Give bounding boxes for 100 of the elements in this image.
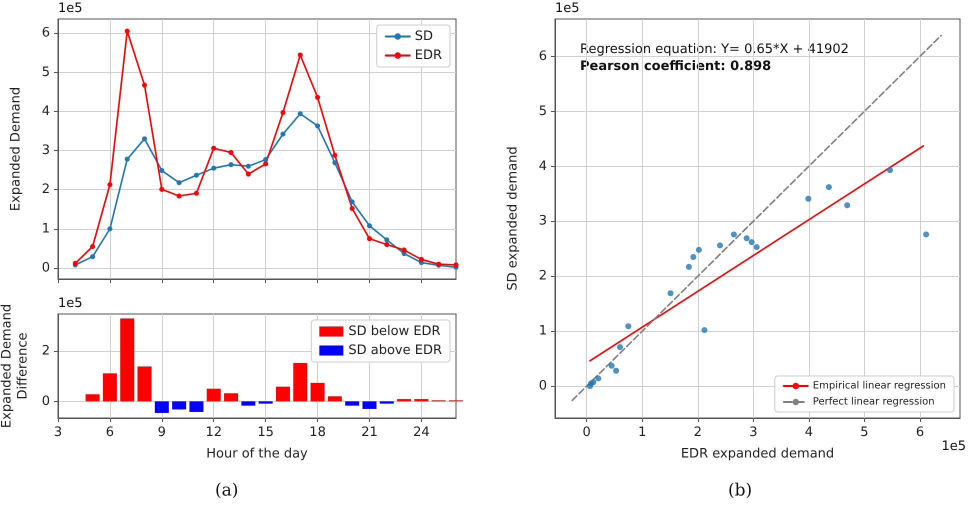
x-tick-label: 1	[638, 425, 646, 440]
x-axis-title: Hour of the day	[206, 446, 308, 462]
point	[366, 223, 372, 228]
x-tick-label: 5	[860, 425, 869, 440]
point	[90, 244, 96, 249]
bar	[328, 396, 342, 402]
point	[298, 111, 303, 116]
point	[176, 193, 182, 198]
point	[263, 161, 268, 166]
point	[887, 167, 893, 174]
y-tick-label: 5	[42, 64, 50, 80]
text: (a)	[215, 480, 238, 500]
x-tick-label: 6	[106, 425, 114, 440]
y-tick-label: 0	[42, 260, 50, 276]
point	[748, 239, 755, 246]
point	[315, 123, 320, 128]
point	[454, 262, 458, 268]
bar	[345, 401, 360, 406]
point	[124, 156, 130, 162]
point	[690, 254, 696, 260]
point	[350, 199, 355, 204]
point	[730, 231, 737, 238]
legend-label: Perfect linear regression	[812, 396, 935, 408]
point	[107, 182, 112, 188]
x-tick-label: 3	[54, 425, 62, 440]
bar	[189, 401, 204, 412]
bar	[276, 386, 290, 402]
y-tick-label: 6	[42, 26, 50, 41]
point	[159, 186, 164, 192]
point	[844, 202, 850, 208]
bar	[120, 318, 134, 402]
y-tick-label: 4	[538, 158, 547, 174]
point	[194, 172, 199, 178]
point	[701, 327, 708, 334]
point	[366, 236, 372, 242]
legend-label: SD below EDR	[348, 324, 441, 339]
point	[263, 157, 268, 162]
point	[194, 190, 199, 196]
point	[826, 184, 832, 190]
text: 1e5	[555, 1, 580, 16]
point	[608, 362, 615, 369]
bar	[293, 362, 308, 402]
point	[298, 52, 303, 58]
point	[805, 196, 812, 202]
y-axis-title: Expanded Demand Difference	[0, 304, 30, 428]
point	[332, 160, 338, 166]
text: (b)	[728, 480, 752, 500]
point	[613, 368, 620, 374]
bar	[362, 401, 376, 409]
point	[696, 246, 702, 253]
point	[744, 235, 750, 242]
bar	[310, 382, 325, 402]
point	[384, 237, 390, 242]
bar	[86, 394, 100, 402]
y-axis-title: Expanded Demand	[8, 86, 24, 212]
point	[332, 152, 338, 158]
point	[686, 264, 692, 270]
x-tick-label: 9	[158, 425, 166, 440]
point	[176, 180, 182, 186]
y-tick-label: 0	[538, 378, 547, 394]
point	[617, 344, 623, 350]
x-tick-label: 24	[413, 425, 430, 440]
point	[90, 254, 96, 260]
bar	[172, 401, 186, 410]
y-tick-label: 3	[42, 143, 50, 158]
x-tick-label: 12	[205, 425, 222, 440]
y-tick-label: 1	[42, 221, 50, 236]
annotation: Regression equation: Y= 0.65*X + 41902	[580, 42, 849, 57]
x-tick-label: 21	[361, 425, 378, 440]
x-tick-label: 18	[309, 425, 326, 440]
x-tick-label: 4	[804, 425, 814, 440]
point	[418, 256, 424, 262]
text: 1e5	[941, 439, 966, 454]
point	[107, 226, 112, 232]
x-tick-label: 15	[257, 425, 274, 440]
point	[159, 168, 164, 174]
point	[228, 150, 234, 156]
x-axis-title: EDR expanded demand	[680, 446, 834, 462]
point	[211, 166, 216, 171]
point	[228, 162, 234, 168]
point	[350, 206, 355, 212]
text: 1e5	[58, 1, 83, 16]
y-tick-label: 6	[538, 48, 547, 64]
point	[595, 375, 602, 382]
point	[402, 248, 407, 253]
bar	[154, 401, 169, 413]
point	[625, 323, 632, 330]
legend-label: SD	[414, 29, 434, 44]
point	[246, 164, 251, 169]
point	[124, 28, 130, 34]
y-axis-title: SD expanded demand	[506, 146, 520, 291]
x-tick-label: 2	[694, 425, 702, 440]
bar	[206, 388, 221, 402]
legend-label: Empirical linear regression	[812, 380, 946, 392]
y-tick-label: 0	[42, 394, 50, 409]
text: 1e5	[58, 296, 83, 311]
bar	[138, 366, 152, 402]
point	[280, 110, 286, 116]
annotation: Pearson coefficient: 0.898	[580, 59, 772, 74]
point	[923, 231, 930, 238]
